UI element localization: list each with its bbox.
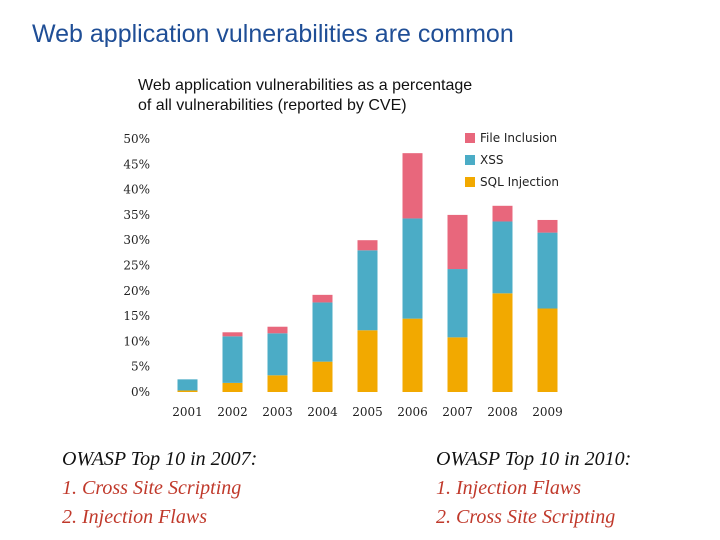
legend: File Inclusion XSS SQL Injection [465, 131, 559, 189]
y-axis: 0% 5% 10% 15% 20% 25% 30% 35% 40% 45% 50% [123, 132, 150, 399]
owasp-2007-heading: OWASP Top 10 in 2007: [62, 448, 258, 470]
y-tick-label: 50% [123, 132, 150, 146]
bar-file-inclusion-2006 [402, 153, 423, 219]
x-axis: 2001 2002 2003 2004 2005 2006 2007 2008 2009 [172, 405, 563, 419]
x-tick-label: 2002 [217, 405, 248, 419]
bar-sql-injection-2001 [177, 390, 198, 392]
legend-swatch-file-inclusion [465, 133, 475, 143]
owasp-2010-item-1: 1. Injection Flaws [436, 477, 581, 499]
x-tick-label: 2009 [532, 405, 563, 419]
bar-file-inclusion-2008 [492, 205, 513, 222]
x-tick-label: 2007 [442, 405, 473, 419]
bar-xss-2006 [402, 218, 423, 319]
y-tick-label: 35% [123, 208, 150, 222]
bar-sql-injection-2008 [492, 293, 513, 392]
y-tick-label: 15% [123, 309, 150, 323]
chart-title-line-2: of all vulnerabilities (reported by CVE) [138, 97, 407, 114]
y-tick-label: 5% [131, 360, 150, 374]
bars [177, 153, 558, 392]
bar-sql-injection-2002 [222, 382, 243, 392]
y-tick-label: 20% [123, 284, 150, 298]
owasp-2010-item-2: 2. Cross Site Scripting [436, 506, 616, 528]
bar-sql-injection-2004 [312, 361, 333, 392]
bar-xss-2001 [177, 379, 198, 391]
legend-label-file-inclusion: File Inclusion [480, 131, 557, 145]
bar-sql-injection-2003 [267, 375, 288, 392]
x-tick-label: 2003 [262, 405, 293, 419]
y-tick-label: 10% [123, 334, 150, 348]
bar-xss-2008 [492, 221, 513, 294]
y-tick-label: 25% [123, 259, 150, 273]
bar-xss-2005 [357, 250, 378, 331]
legend-swatch-sql-injection [465, 177, 475, 187]
chart-title-line-1: Web application vulnerabilities as a per… [138, 77, 473, 94]
slide-title: Web application vulnerabilities are comm… [32, 20, 514, 48]
x-tick-label: 2008 [487, 405, 518, 419]
bar-file-inclusion-2007 [447, 214, 468, 270]
x-tick-label: 2005 [352, 405, 383, 419]
y-tick-label: 40% [123, 183, 150, 197]
bar-file-inclusion-2002 [222, 332, 243, 337]
bar-xss-2003 [267, 333, 288, 376]
bar-sql-injection-2005 [357, 330, 378, 392]
owasp-2010-note: OWASP Top 10 in 2010: 1. Injection Flaws… [436, 445, 631, 532]
y-tick-label: 0% [131, 385, 150, 399]
x-tick-label: 2004 [307, 405, 338, 419]
y-tick-label: 30% [123, 233, 150, 247]
x-tick-label: 2001 [172, 405, 203, 419]
owasp-2007-note: OWASP Top 10 in 2007: 1. Cross Site Scri… [62, 445, 257, 532]
legend-swatch-xss [465, 155, 475, 165]
bar-xss-2002 [222, 336, 243, 383]
bar-file-inclusion-2004 [312, 294, 333, 303]
bar-file-inclusion-2009 [537, 219, 558, 233]
legend-label-xss: XSS [480, 153, 503, 167]
bar-file-inclusion-2003 [267, 326, 288, 334]
y-tick-label: 45% [123, 157, 150, 171]
legend-label-sql-injection: SQL Injection [480, 175, 559, 189]
chart-title: Web application vulnerabilities as a per… [138, 76, 578, 116]
bar-xss-2004 [312, 302, 333, 362]
owasp-2007-item-2: 2. Injection Flaws [62, 506, 207, 528]
bar-file-inclusion-2005 [357, 240, 378, 251]
bar-sql-injection-2009 [537, 308, 558, 392]
owasp-2010-heading: OWASP Top 10 in 2010: [436, 448, 632, 470]
x-tick-label: 2006 [397, 405, 428, 419]
bar-sql-injection-2007 [447, 337, 468, 392]
bar-xss-2007 [447, 269, 468, 338]
bar-xss-2009 [537, 232, 558, 309]
owasp-2007-item-1: 1. Cross Site Scripting [62, 477, 242, 499]
bar-sql-injection-2006 [402, 318, 423, 392]
